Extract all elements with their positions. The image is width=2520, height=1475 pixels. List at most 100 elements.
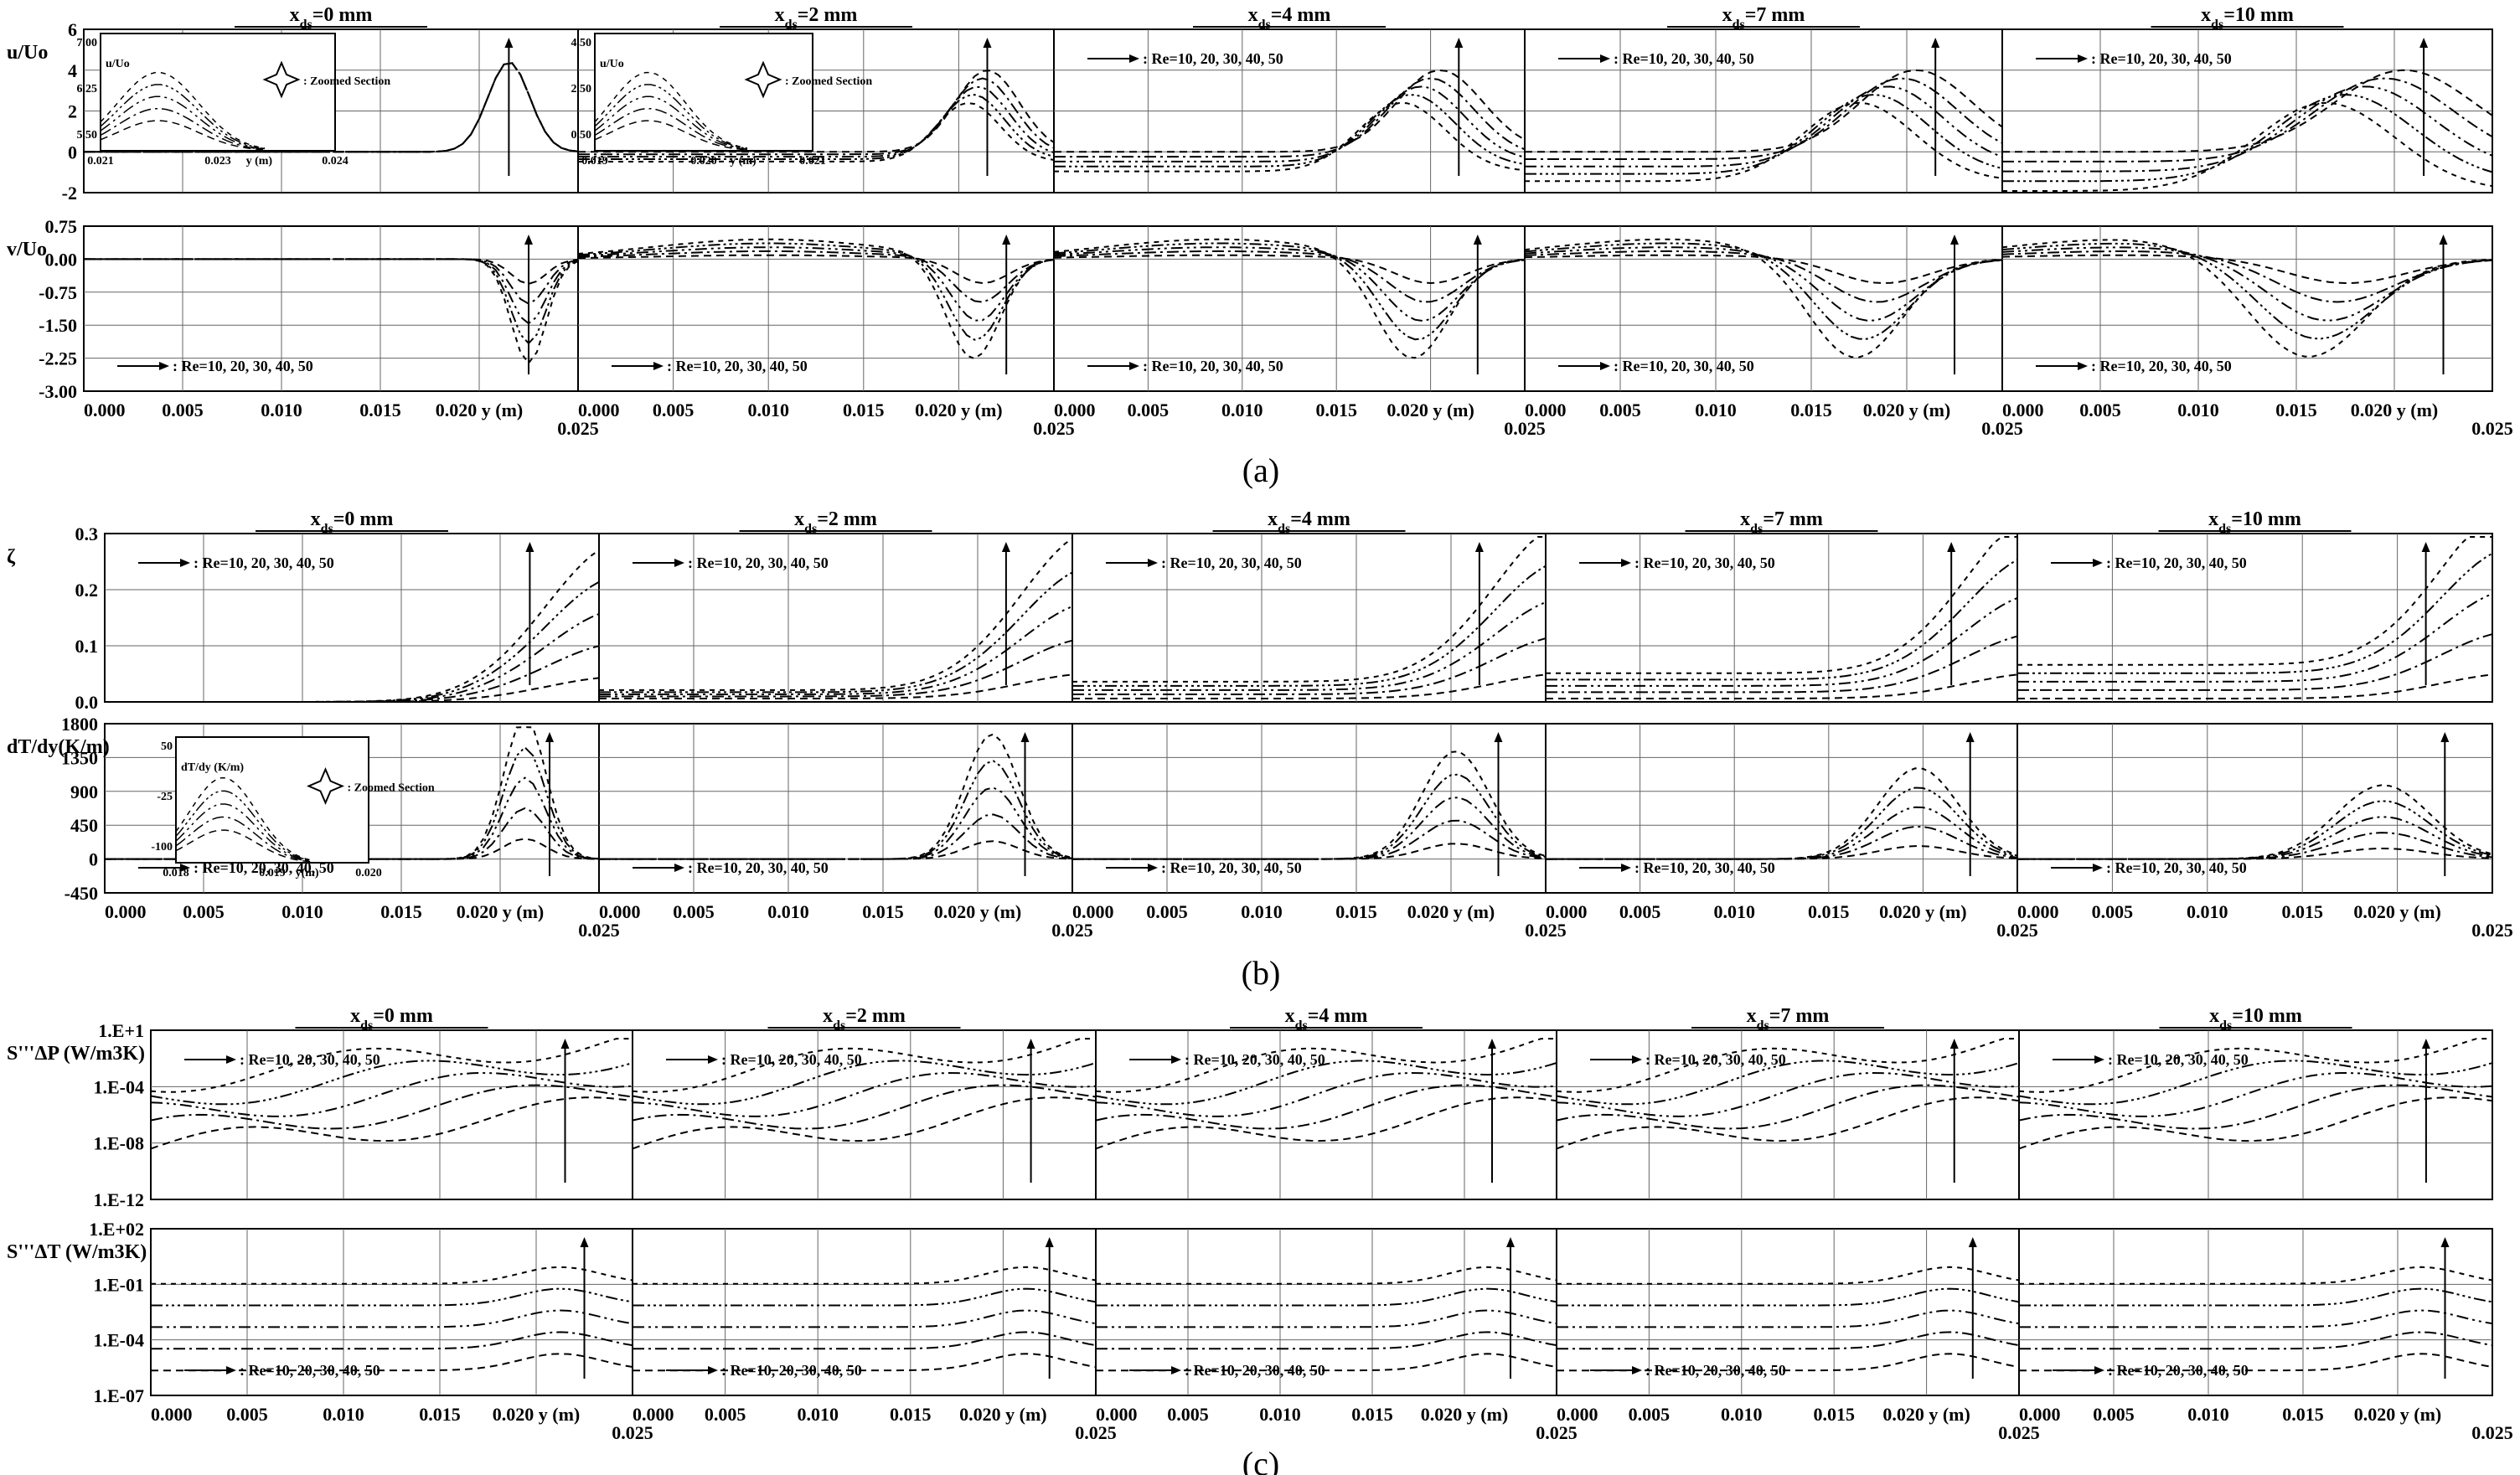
x-tick-label: 0.000 <box>599 901 641 922</box>
xds-label: xds=0 mm <box>350 1005 433 1033</box>
inset-y-tick: 2.50 <box>571 83 592 95</box>
xds-x: x <box>311 508 321 530</box>
legend-arrowhead <box>2093 559 2103 567</box>
series-line-re30 <box>1556 1071 2020 1117</box>
series-line-re10 <box>1096 1353 1557 1372</box>
y-tick-label: -1.50 <box>39 315 77 336</box>
x-tick-label: 0.000 <box>578 400 620 420</box>
section-c: xds=0 mm : Re=10, 20, 30, 40, 50 : Re=10, … <box>7 1005 2513 1443</box>
inset-series <box>594 120 748 151</box>
panel-xds-3: xds=7 mm: Re=10, 20, 30, 40, 50: Re=10, … <box>1524 4 2023 439</box>
panel-xds-0: xds=0 mm: Re=10, 20, 30, 40, 50: Re=10, … <box>83 4 599 439</box>
legend-arrowhead <box>708 1366 718 1374</box>
x-tick-label: 0.010 <box>797 1404 839 1425</box>
series-line-re10 <box>633 1353 1097 1372</box>
series-line-re40 <box>105 580 600 703</box>
x-tick-label: 0.020 y (m) <box>2353 901 2440 922</box>
panel-xds-2: xds=4 mm: Re=10, 20, 30, 40, 50: Re=10, … <box>1072 508 1567 941</box>
series-line-re50 <box>1557 1266 2020 1285</box>
x-end-label: 0.025 <box>1996 920 2038 941</box>
series-line-re40 <box>2001 242 2493 340</box>
trend-arrowhead <box>1494 732 1503 742</box>
series-line-re30 <box>2017 592 2493 683</box>
series-line-re10 <box>632 1096 1097 1150</box>
xds-sub: ds <box>360 1019 373 1033</box>
series-line-re30 <box>2002 85 2493 173</box>
y-tick-label: 1.E-04 <box>94 1076 145 1097</box>
series-line-re50 <box>84 258 579 365</box>
series-line-re20 <box>1095 1084 1557 1130</box>
series-line-re40 <box>2018 1060 2493 1106</box>
x-end-label: 0.025 <box>1075 1422 1117 1443</box>
x-tick-label: 0.005 <box>226 1404 268 1425</box>
xds-value: =10 mm <box>2231 508 2301 530</box>
y-tick-label: 450 <box>70 815 98 836</box>
x-tick-label: 0.010 <box>1721 1404 1763 1425</box>
series-line-re20 <box>578 77 1055 156</box>
legend-arrowhead <box>674 559 684 567</box>
series-line-re10 <box>105 677 600 703</box>
x-tick-label: 0.005 <box>1619 901 1661 922</box>
series-line-re20 <box>1546 825 2018 860</box>
x-tick-label: 0.010 <box>1241 901 1283 922</box>
series-line-re50 <box>632 1038 1096 1093</box>
inset-series <box>100 71 266 149</box>
y-tick-label: 1.E+02 <box>89 1219 144 1240</box>
xds-sub: ds <box>2211 18 2223 32</box>
legend-text: : Re=10, 20, 30, 40, 50 <box>1614 358 1754 374</box>
trend-arrowhead <box>2440 1237 2450 1247</box>
series-line-re30 <box>577 246 1055 322</box>
xds-sub: ds <box>300 18 312 32</box>
xds-x: x <box>1285 1005 1295 1027</box>
series-line-re40 <box>150 1060 633 1106</box>
xds-value: =0 mm <box>333 508 394 530</box>
x-end-label: 0.025 <box>1051 920 1093 941</box>
series-line-re10 <box>1556 1096 2020 1150</box>
x-tick-label: 0.010 <box>2177 400 2219 420</box>
series-line-re30 <box>1524 246 2003 322</box>
panel-xds-1: xds=2 mm: Re=10, 20, 30, 40, 50: Re=10, … <box>632 1005 1117 1443</box>
trend-arrowhead <box>1473 235 1482 245</box>
zoomed-label: : Zoomed Section <box>348 782 435 795</box>
series-line-re20 <box>1546 635 2018 694</box>
series-line-re50 <box>1053 238 1526 359</box>
x-tick-label: 0.005 <box>705 1404 746 1425</box>
series-line-re10 <box>2017 673 2493 699</box>
x-tick-label: 0.020 y (m) <box>493 1404 580 1425</box>
series-line-re10 <box>151 1353 633 1372</box>
x-end-label: 0.025 <box>2471 1422 2513 1443</box>
series-line-re50 <box>1072 750 1547 860</box>
inset-x-tick: 0.018 <box>163 867 189 879</box>
xds-value: =2 mm <box>845 1005 906 1027</box>
x-tick-label: 0.005 <box>1629 1404 1671 1425</box>
series-line-re20 <box>1054 77 1526 158</box>
legend-arrowhead <box>1632 1366 1642 1374</box>
inset-x-tick: 0.021 <box>87 155 114 168</box>
legend-text: : Re=10, 20, 30, 40, 50 <box>721 1051 862 1068</box>
series-line-re10 <box>577 254 1055 285</box>
y-tick-label: -450 <box>65 883 98 904</box>
legend-arrowhead <box>1621 864 1631 872</box>
series-line-re10 <box>599 840 1073 860</box>
xds-x: x <box>350 1005 360 1027</box>
y-tick-label: 900 <box>70 781 98 802</box>
x-tick-label: 0.020 y (m) <box>934 901 1021 922</box>
legend-text: : Re=10, 20, 30, 40, 50 <box>721 1362 862 1379</box>
xds-value: =7 mm <box>1745 4 1805 26</box>
legend-text: : Re=10, 20, 30, 40, 50 <box>2106 554 2247 571</box>
series-line-re40 <box>1546 786 2018 860</box>
zoom-star-icon <box>262 60 301 99</box>
x-tick-label: 0.020 y (m) <box>1882 1404 1970 1425</box>
series-line-re50 <box>1546 767 2018 860</box>
xds-x: x <box>1248 4 1258 26</box>
y-tick-label: -3.00 <box>39 381 77 402</box>
series-line-re20 <box>1096 1331 1557 1350</box>
xds-sub: ds <box>1750 522 1763 536</box>
series-line-re40 <box>577 242 1055 341</box>
xds-value: =10 mm <box>2223 4 2294 26</box>
inset-series <box>594 95 748 150</box>
y-tick-label: 2 <box>68 101 77 122</box>
series-line-re40 <box>1096 1287 1557 1307</box>
xds-sub: ds <box>2219 1019 2232 1033</box>
legend-arrowhead <box>2094 1366 2104 1374</box>
